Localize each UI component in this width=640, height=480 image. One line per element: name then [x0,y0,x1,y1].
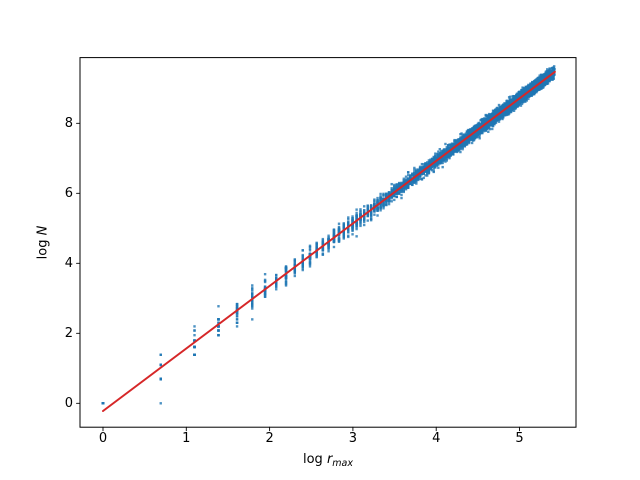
x-tick-label-4: 4 [432,431,441,446]
y-tick-label-8: 8 [64,115,73,131]
x-tick-label-2: 2 [265,431,274,446]
x-tick-label-0: 0 [98,431,108,446]
y-tick-label-4: 4 [64,255,73,271]
x-axis-label: log rmax [258,452,398,469]
y-tick-label-0: 0 [64,395,73,411]
y-axis-label: log N [36,183,51,303]
x-axis-label-variable: r [326,452,333,467]
y-axis-label-variable: N [35,225,51,236]
x-tick-label-1: 1 [182,431,191,446]
x-tick-label-3: 3 [348,431,358,446]
y-tick-label-6: 6 [64,185,73,201]
x-tick-label-5: 5 [515,431,524,446]
x-axis-label-prefix: log [302,452,327,467]
y-tick-label-2: 2 [64,325,73,341]
y-axis-label-prefix: log [35,235,51,260]
x-axis-label-subscript: max [332,458,353,469]
